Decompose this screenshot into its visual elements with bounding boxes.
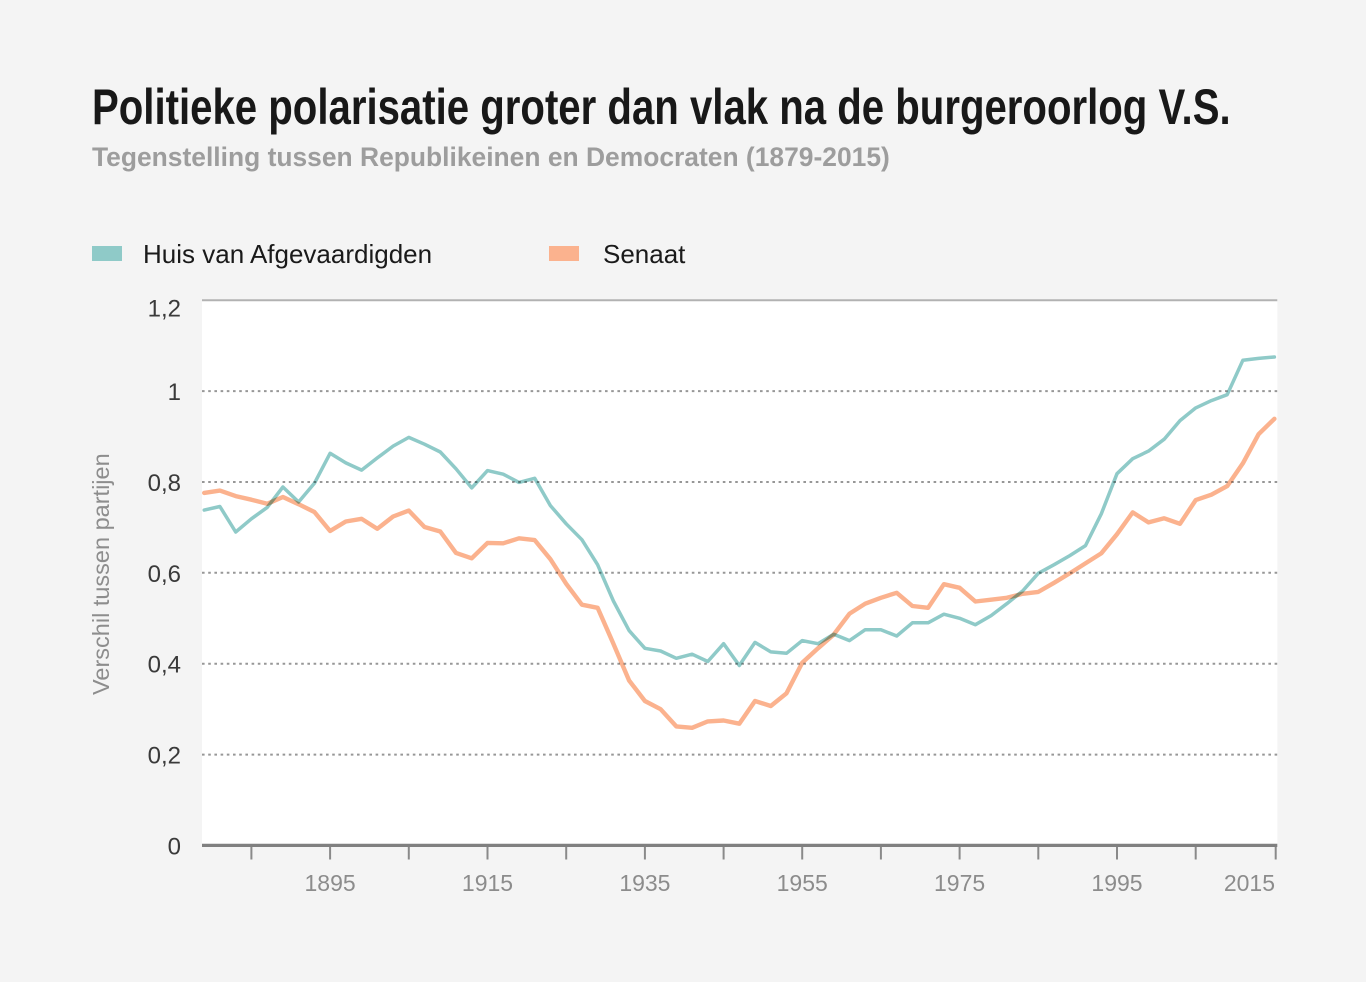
svg-text:0: 0 <box>168 834 181 861</box>
svg-text:1935: 1935 <box>619 870 670 896</box>
svg-text:1975: 1975 <box>934 870 985 896</box>
svg-text:0,8: 0,8 <box>148 470 181 497</box>
svg-text:2015: 2015 <box>1224 870 1275 896</box>
svg-text:0,2: 0,2 <box>148 743 181 770</box>
svg-text:1: 1 <box>168 379 181 406</box>
svg-text:1955: 1955 <box>777 870 828 896</box>
svg-text:0,4: 0,4 <box>148 652 181 679</box>
svg-text:1895: 1895 <box>305 870 356 896</box>
svg-text:0,6: 0,6 <box>148 561 181 588</box>
svg-text:1915: 1915 <box>462 870 513 896</box>
svg-text:1,2: 1,2 <box>148 296 181 323</box>
svg-text:1995: 1995 <box>1091 870 1142 896</box>
